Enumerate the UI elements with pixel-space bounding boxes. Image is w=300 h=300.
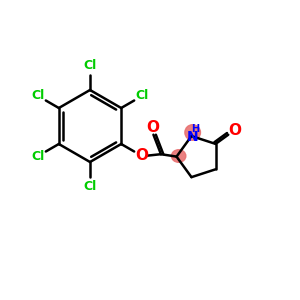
Text: O: O [135,148,148,163]
Ellipse shape [171,150,186,162]
Text: Cl: Cl [31,150,44,163]
Text: Cl: Cl [83,180,97,193]
Text: Cl: Cl [136,89,149,102]
Text: Cl: Cl [83,59,97,72]
Text: H: H [191,124,199,134]
Text: N: N [186,130,198,144]
Text: Cl: Cl [31,89,44,102]
Text: O: O [228,123,241,138]
Text: O: O [146,120,159,135]
Ellipse shape [185,125,200,140]
